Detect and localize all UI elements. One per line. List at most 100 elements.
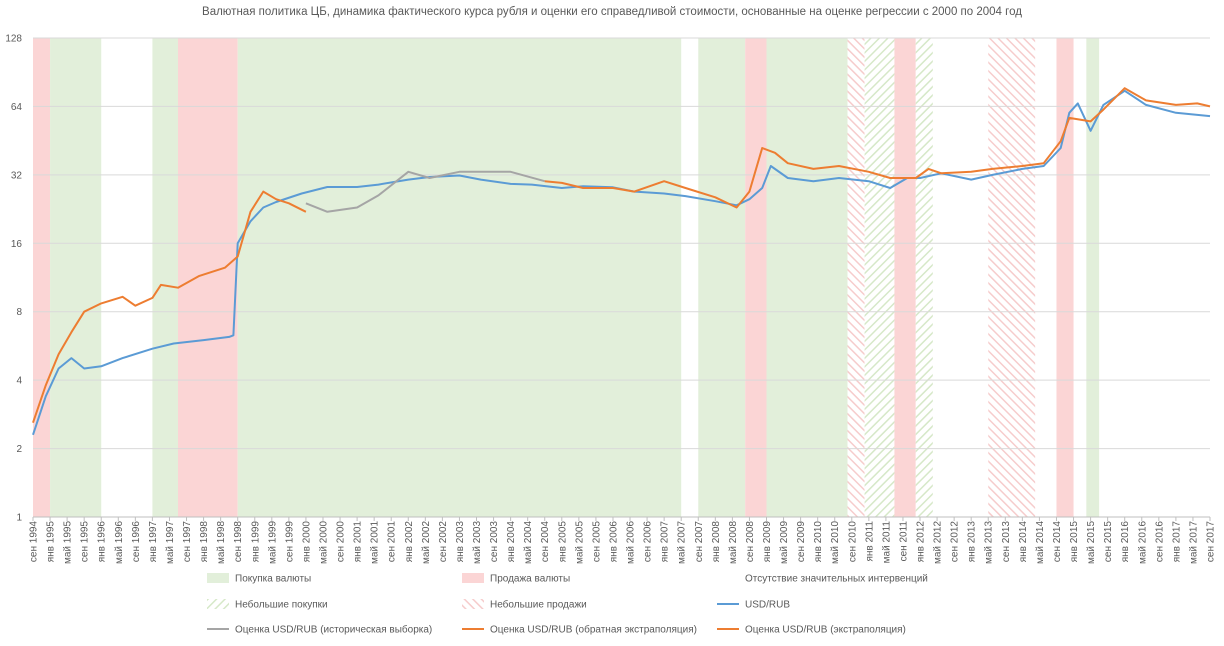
- legend-label: Покупка валюты: [235, 574, 311, 585]
- x-tick-label: янв 2000: [301, 521, 312, 563]
- y-tick-label: 4: [16, 376, 22, 387]
- legend-swatch: [207, 599, 229, 609]
- region: [33, 38, 51, 517]
- x-tick-label: сен 2012: [950, 521, 961, 563]
- x-tick-label: сен 2001: [387, 521, 398, 563]
- x-tick-label: сен 2007: [694, 521, 705, 563]
- x-tick-label: май 2016: [1137, 521, 1148, 564]
- x-tick-label: янв 2002: [404, 521, 415, 563]
- region: [1086, 38, 1100, 517]
- x-tick-label: янв 2013: [967, 521, 978, 563]
- x-tick-label: сен 2008: [745, 521, 756, 563]
- x-tick-label: сен 2005: [591, 521, 602, 563]
- region: [177, 38, 238, 517]
- legend-swatch: [462, 573, 484, 583]
- x-tick-label: май 2001: [370, 521, 381, 564]
- x-tick-label: май 1998: [216, 521, 227, 564]
- x-tick-label: янв 2005: [557, 521, 568, 563]
- y-tick-label: 128: [5, 34, 22, 45]
- y-tick-label: 2: [16, 444, 22, 455]
- region: [745, 38, 767, 517]
- y-tick-label: 8: [16, 307, 22, 318]
- y-tick-label: 16: [11, 239, 23, 250]
- x-tick-label: сен 1998: [233, 521, 244, 563]
- y-tick-label: 64: [11, 102, 23, 113]
- x-tick-label: янв 2010: [813, 521, 824, 563]
- region: [988, 38, 1036, 517]
- x-tick-label: янв 1996: [97, 521, 108, 563]
- legend-label: Небольшие продажи: [490, 599, 587, 611]
- x-tick-label: янв 2012: [916, 521, 927, 563]
- x-tick-label: сен 2006: [643, 521, 654, 563]
- x-tick-label: май 2004: [523, 521, 534, 564]
- x-tick-label: янв 2009: [762, 521, 773, 563]
- series-line: [544, 87, 1211, 209]
- legend-label: Оценка USD/RUB (обратная экстраполяция): [490, 624, 697, 636]
- x-tick-label: сен 2002: [438, 521, 449, 563]
- x-tick-label: сен 1994: [29, 521, 40, 563]
- x-tick-label: сен 2010: [847, 521, 858, 563]
- axes: 1 2 4 8 16 32 64 128 сен 1994 янв 1995 май 1995 сен…: [5, 34, 1216, 565]
- x-tick-label: май 2003: [472, 521, 483, 564]
- x-tick-label: янв 2011: [864, 521, 875, 562]
- x-tick-label: сен 1999: [284, 521, 295, 563]
- x-tick-label: май 2015: [1086, 521, 1097, 564]
- x-tick-label: май 2013: [984, 521, 995, 564]
- series-line: [32, 190, 307, 424]
- x-tick-label: май 2007: [677, 521, 688, 564]
- x-tick-label: май 2000: [318, 521, 329, 564]
- x-tick-label: янв 2015: [1069, 521, 1080, 563]
- x-tick-label: май 1995: [63, 521, 74, 564]
- x-tick-label: сен 2014: [1052, 521, 1063, 563]
- y-tick-label: 1: [16, 513, 22, 524]
- x-tick-label: май 1999: [267, 521, 278, 564]
- regions: [33, 38, 1100, 517]
- x-tick-label: май 2006: [626, 521, 637, 564]
- x-tick-label: май 2014: [1035, 521, 1046, 564]
- region: [1056, 38, 1074, 517]
- chart-title: Валютная политика ЦБ, динамика фактическ…: [202, 6, 1022, 18]
- x-tick-label: янв 2004: [506, 521, 517, 563]
- x-tick-label: сен 2009: [796, 521, 807, 563]
- legend-swatch: [462, 599, 484, 609]
- legend-label: USD/RUB: [745, 600, 790, 611]
- legend: Покупка валюты Продажа валюты Отсутствие з…: [207, 573, 928, 636]
- x-tick-label: май 2009: [779, 521, 790, 564]
- x-tick-label: сен 2013: [1001, 521, 1012, 563]
- y-tick-label: 32: [11, 170, 23, 181]
- x-tick-label: май 2011: [881, 521, 892, 564]
- x-tick-label: май 2005: [574, 521, 585, 564]
- x-tick-label: сен 2017: [1206, 521, 1217, 563]
- x-tick-label: сен 2015: [1103, 521, 1114, 563]
- x-tick-label: янв 1995: [46, 521, 57, 563]
- x-tick-label: сен 2004: [540, 521, 551, 563]
- legend-label: Оценка USD/RUB (экстраполяция): [745, 625, 906, 636]
- region: [847, 38, 865, 517]
- x-tick-label: янв 1998: [199, 521, 210, 563]
- x-tick-label: сен 2011: [898, 521, 909, 562]
- x-tick-label: сен 2003: [489, 521, 500, 563]
- legend-label: Отсутствие значительных интервенций: [745, 574, 928, 585]
- x-tick-label: май 2002: [421, 521, 432, 564]
- x-tick-label: май 2008: [728, 521, 739, 564]
- x-tick-label: янв 1997: [148, 521, 159, 563]
- region: [50, 38, 102, 517]
- x-tick-label: май 1997: [165, 521, 176, 564]
- lines: [32, 87, 1211, 436]
- region: [894, 38, 916, 517]
- legend-label: Оценка USD/RUB (историческая выборка): [235, 624, 432, 636]
- x-tick-label: май 1996: [114, 521, 125, 564]
- legend-label: Небольшие покупки: [235, 599, 328, 611]
- x-tick-label: янв 2001: [353, 521, 364, 563]
- x-tick-label: янв 2007: [660, 521, 671, 563]
- x-tick-label: сен 1995: [80, 521, 91, 563]
- region: [864, 38, 895, 517]
- x-tick-label: сен 1996: [131, 521, 142, 563]
- x-tick-label: май 2012: [933, 521, 944, 564]
- region: [698, 38, 746, 517]
- x-tick-label: сен 2000: [336, 521, 347, 563]
- x-tick-label: май 2017: [1188, 521, 1199, 564]
- series-line: [305, 170, 545, 213]
- region: [766, 38, 848, 517]
